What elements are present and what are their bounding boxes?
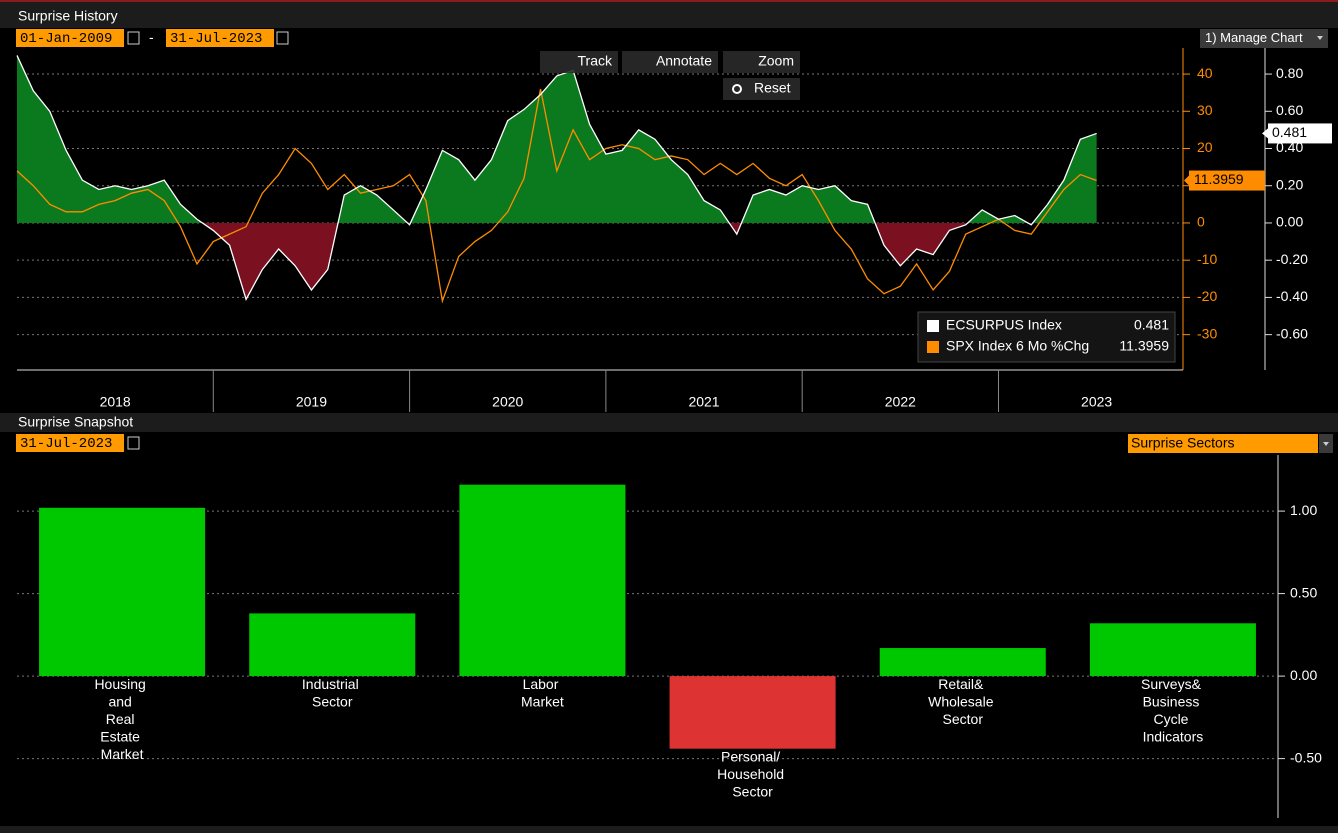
section-title: Surprise Snapshot	[18, 414, 133, 430]
date-field[interactable]	[16, 434, 124, 452]
legend-value: 11.3959	[1119, 338, 1169, 354]
start-date[interactable]: 01-Jan-2009	[20, 31, 112, 47]
area-negative	[202, 223, 1033, 300]
end-date[interactable]: 31-Jul-2023	[170, 31, 262, 47]
legend-box	[917, 311, 1176, 363]
x-tick-label: 2023	[1081, 394, 1112, 410]
tool-label[interactable]: Annotate	[656, 53, 712, 69]
bar	[1089, 623, 1256, 677]
reset-icon	[732, 84, 742, 94]
area-positive	[17, 55, 1097, 223]
footer-bar	[0, 826, 1338, 833]
x-tick-label: Industrial Sector	[302, 676, 363, 710]
date-field[interactable]	[16, 29, 124, 47]
toolbar: Track Annotate Zoom Reset	[540, 51, 800, 100]
legend-swatch	[927, 320, 939, 332]
series-line	[16, 55, 1097, 301]
x-tick-label: Retail& Wholesale Sector	[928, 676, 997, 727]
reset-label[interactable]: Reset	[754, 80, 791, 96]
y-tick-label: 0.50	[1290, 584, 1317, 600]
calendar-icon[interactable]	[276, 31, 289, 45]
date-field[interactable]	[166, 29, 274, 47]
last-value-label: 11.3959	[1194, 171, 1244, 187]
dropdown-arrow	[1317, 36, 1323, 40]
snapshot-chart: -0.50 0.00 0.50 1.00 Housing and Real Estate…	[17, 455, 1322, 818]
tool-label[interactable]: Zoom	[758, 53, 794, 69]
flag-pointer	[1262, 128, 1268, 139]
series-line	[16, 88, 1097, 304]
bar	[879, 648, 1046, 677]
legend-label: SPX Index 6 Mo %Chg	[946, 338, 1089, 354]
bar	[459, 484, 626, 677]
y-tick-label: 30	[1197, 102, 1213, 118]
y2-tick-label: -0.20	[1276, 251, 1308, 267]
x-tick-label: 2019	[296, 394, 327, 410]
y2-tick-label: 0.60	[1276, 102, 1303, 118]
top-border	[0, 0, 1338, 2]
y-tick-label: -20	[1197, 288, 1217, 304]
tool-button[interactable]	[723, 51, 800, 73]
section-title: Surprise History	[18, 8, 118, 24]
y-tick-label: 1.00	[1290, 502, 1317, 518]
last-value-flag	[1268, 123, 1332, 144]
x-tick-label: Labor Market	[521, 676, 564, 710]
last-value-flag	[1189, 170, 1265, 191]
x-tick-label: Surveys& Business Cycle Indicators	[1141, 676, 1205, 745]
legend-swatch	[927, 341, 939, 353]
date-separator: -	[149, 29, 154, 45]
x-tick-label: 2022	[885, 394, 916, 410]
last-value-label: 0.481	[1272, 124, 1307, 140]
y-tick-label: -0.50	[1290, 749, 1322, 765]
reset-button[interactable]	[723, 78, 800, 100]
x-tick-label: 2020	[492, 394, 523, 410]
calendar-icon[interactable]	[127, 436, 140, 450]
bar	[39, 507, 206, 677]
x-tick-label: 2018	[100, 394, 131, 410]
y2-tick-label: 0.80	[1276, 65, 1303, 81]
dropdown-arrow	[1323, 442, 1329, 446]
x-tick-label: Personal/ Household Sector	[717, 748, 788, 799]
manage-chart-label[interactable]: 1) Manage Chart	[1205, 30, 1303, 45]
y-tick-label: -30	[1197, 325, 1217, 341]
legend-value: 0.481	[1134, 317, 1169, 333]
x-tick-label: Housing and Real Estate Market	[94, 676, 149, 762]
calendar-icon[interactable]	[127, 31, 140, 45]
header-bar	[0, 2, 1338, 28]
header-bar	[0, 413, 1338, 432]
tool-button[interactable]	[622, 51, 718, 73]
sector-dropdown[interactable]	[1128, 434, 1318, 453]
y-tick-label: 20	[1197, 139, 1213, 155]
bar	[669, 676, 836, 749]
flag-pointer	[1184, 175, 1189, 186]
y-tick-label: -10	[1197, 251, 1217, 267]
history-chart: -30-20-10010203040-0.60-0.40-0.200.000.2…	[16, 48, 1332, 412]
manage-chart-button[interactable]	[1200, 29, 1328, 48]
y-tick-label: 0.00	[1290, 667, 1317, 683]
legend-label: ECSURPUS Index	[946, 317, 1062, 333]
y2-tick-label: -0.60	[1276, 325, 1308, 341]
sector-dropdown-label[interactable]: Surprise Sectors	[1131, 435, 1234, 451]
y-tick-label: 40	[1197, 65, 1213, 81]
snapshot-date[interactable]: 31-Jul-2023	[20, 436, 112, 452]
tool-button[interactable]	[540, 51, 618, 73]
bar	[249, 613, 416, 677]
y-tick-label: 0	[1197, 214, 1205, 230]
y2-tick-label: -0.40	[1276, 288, 1308, 304]
y2-tick-label: 0.00	[1276, 214, 1303, 230]
y2-tick-label: 0.20	[1276, 176, 1303, 192]
x-tick-label: 2021	[688, 394, 719, 410]
tool-label[interactable]: Track	[578, 53, 613, 69]
